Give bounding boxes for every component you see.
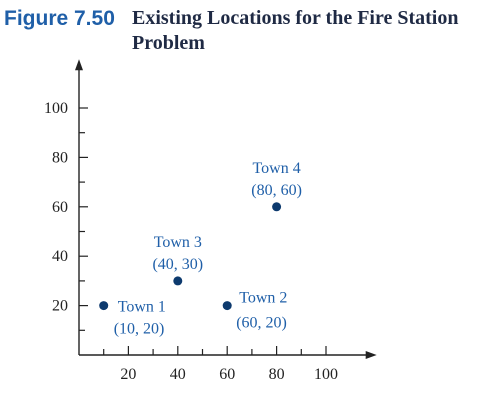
data-point — [272, 202, 282, 212]
x-tick-label: 100 — [314, 366, 338, 383]
point-coord-label: (60, 20) — [236, 315, 287, 332]
y-tick-label: 100 — [44, 100, 68, 117]
y-axis-arrowhead — [75, 59, 83, 71]
y-tick-label: 80 — [52, 149, 68, 166]
figure-label: Figure 7.50 — [4, 7, 115, 30]
x-tick-label: 20 — [120, 366, 136, 383]
data-point — [173, 276, 183, 286]
data-point — [99, 301, 109, 311]
point-name-label: Town 3 — [154, 234, 202, 251]
y-tick-label: 20 — [52, 298, 68, 315]
point-coord-label: (40, 30) — [152, 256, 203, 273]
x-tick-label: 60 — [219, 366, 235, 383]
y-tick-label: 40 — [52, 248, 68, 265]
point-name-label: Town 2 — [239, 290, 287, 307]
y-tick-label: 60 — [52, 199, 68, 216]
point-name-label: Town 1 — [118, 299, 166, 316]
x-tick-label: 40 — [170, 366, 186, 383]
point-coord-label: (80, 60) — [251, 182, 302, 199]
point-name-label: Town 4 — [252, 160, 300, 177]
x-axis-arrowhead — [365, 351, 377, 359]
point-coord-label: (10, 20) — [114, 321, 165, 338]
figure-title: Existing Locations for the Fire Station … — [132, 7, 459, 54]
data-point — [222, 301, 232, 311]
x-tick-label: 80 — [269, 366, 285, 383]
